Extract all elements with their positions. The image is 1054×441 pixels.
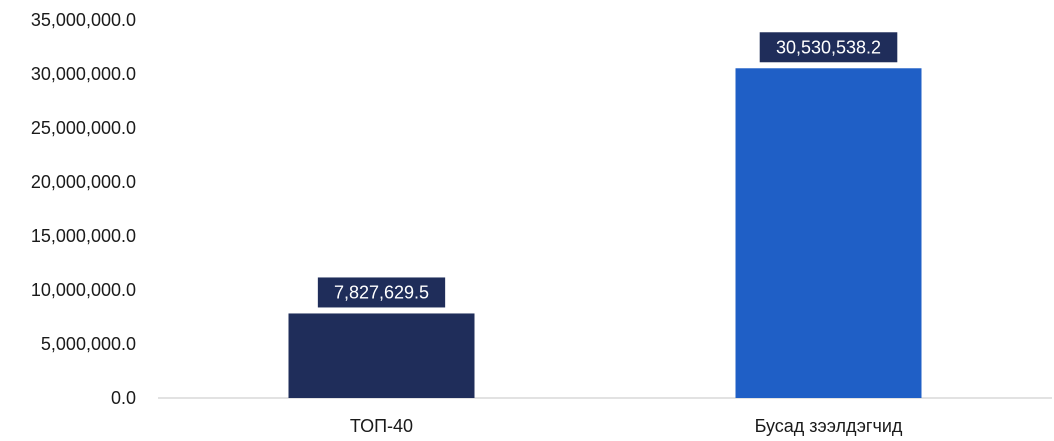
- y-tick-label: 15,000,000.0: [31, 226, 136, 246]
- y-tick-label: 0.0: [111, 388, 136, 408]
- category-label: Бусад зээлдэгчид: [755, 416, 903, 436]
- data-labels: 7,827,629.5 30,530,538.2: [317, 32, 898, 308]
- y-tick-label: 35,000,000.0: [31, 10, 136, 30]
- data-label-box: [317, 277, 446, 308]
- y-tick-label: 10,000,000.0: [31, 280, 136, 300]
- data-label: 30,530,538.2: [776, 37, 881, 57]
- y-tick-label: 5,000,000.0: [41, 334, 136, 354]
- category-label: ТОП-40: [350, 416, 413, 436]
- x-axis-labels: ТОП-40 Бусад зээлдэгчид: [350, 416, 903, 436]
- bar: [288, 313, 475, 398]
- y-tick-label: 20,000,000.0: [31, 172, 136, 192]
- y-tick-label: 25,000,000.0: [31, 118, 136, 138]
- bar: [735, 68, 922, 398]
- data-label-box: [759, 32, 898, 63]
- y-axis-labels: 0.0 5,000,000.0 10,000,000.0 15,000,000.0 20…: [31, 10, 136, 408]
- bars: [288, 68, 922, 398]
- y-tick-label: 30,000,000.0: [31, 64, 136, 84]
- data-label: 7,827,629.5: [334, 282, 429, 302]
